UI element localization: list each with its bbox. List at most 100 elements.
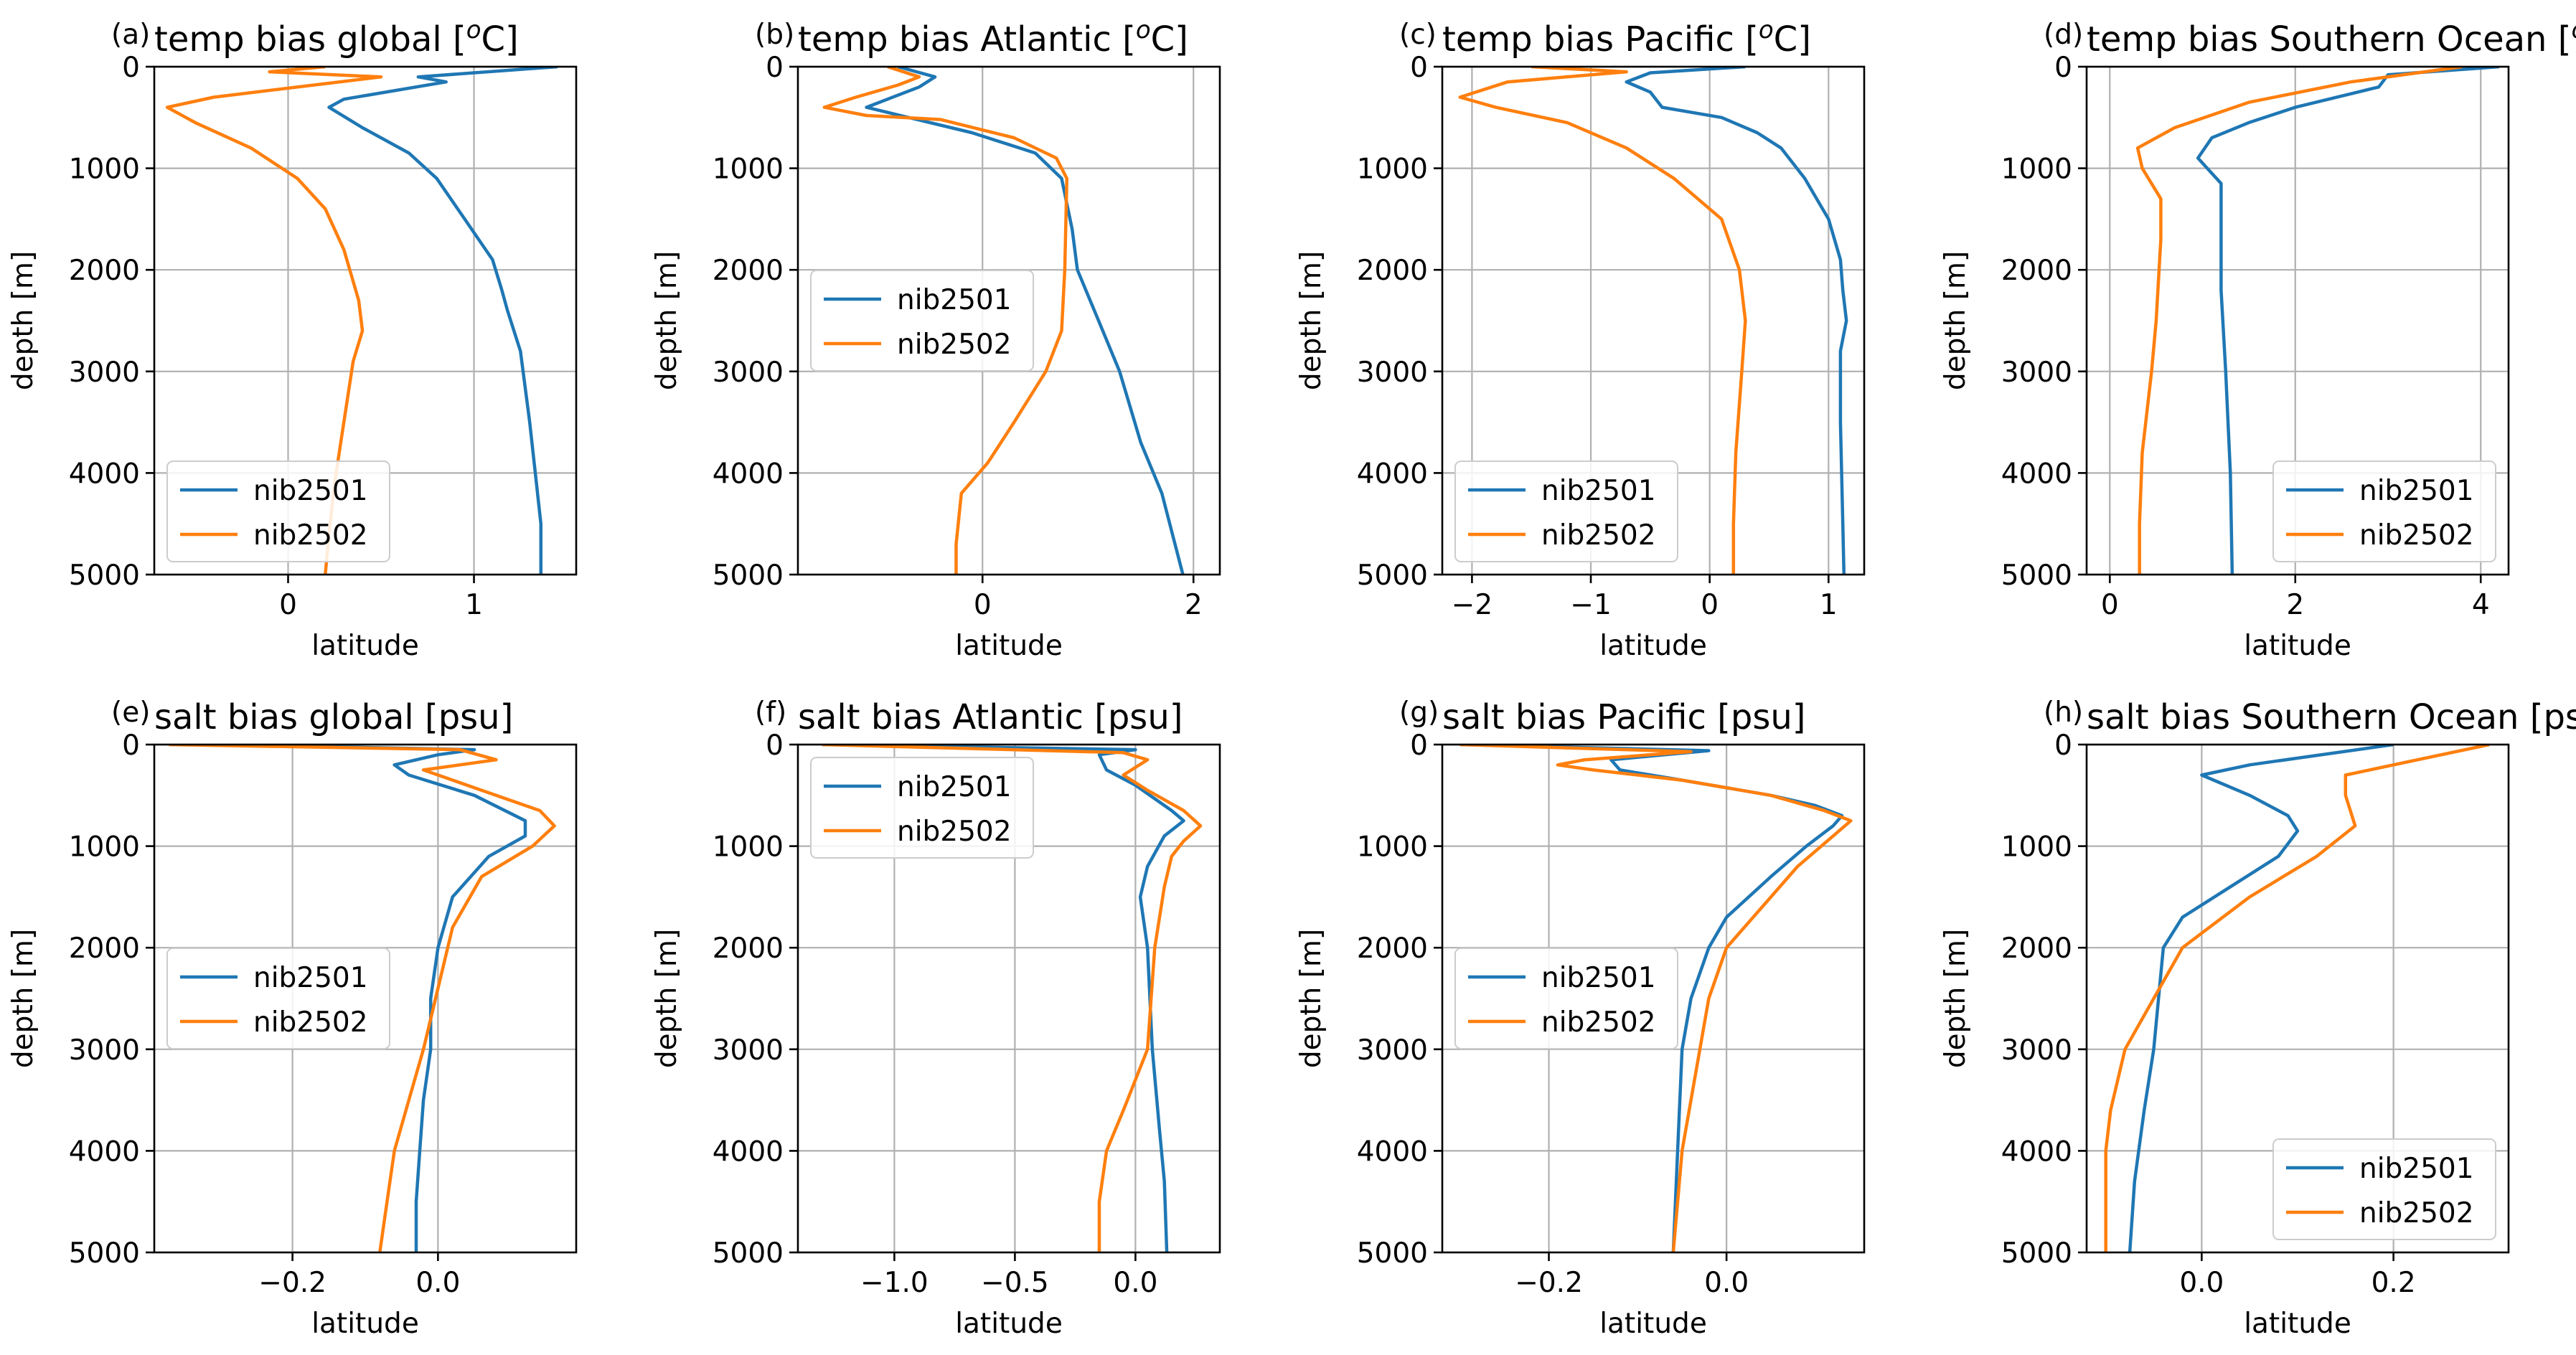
y-axis-label: depth [m] [1295, 929, 1327, 1068]
legend-box [166, 948, 390, 1049]
series-line-nib2501 [220, 745, 527, 1252]
panel-title: temp bias Pacific [oC] [1442, 16, 1811, 60]
legend: nib2501 nib2502 [1454, 461, 1678, 562]
x-tick-label: −0.2 [1515, 1267, 1583, 1299]
x-axis-label: latitude [311, 1308, 419, 1340]
axes-frame [153, 65, 578, 576]
x-tick-label: 0 [974, 589, 992, 621]
series-line-nib2502 [2135, 67, 2463, 575]
legend-box [810, 270, 1034, 372]
x-axis-label: latitude [955, 1308, 1063, 1340]
series-line-nib2501 [865, 67, 1185, 575]
x-tick-label: 0.0 [1704, 1267, 1749, 1299]
panel-letter: (h) [2044, 697, 2083, 729]
series-line-nib2502 [169, 745, 556, 1252]
y-tick-label: 3000 [2001, 1034, 2072, 1067]
series-line-nib2501 [327, 67, 558, 575]
y-tick-label: 1000 [713, 831, 784, 864]
panel-a: 0 1 0 1000 2000 3000 4000 5000 latitude depth [m]… [7, 16, 578, 662]
y-axis-label: depth [m] [7, 929, 39, 1068]
y-tick-label: 1000 [2001, 831, 2072, 864]
y-tick-label: 4000 [1357, 1136, 1428, 1168]
y-tick-label: 2000 [2001, 255, 2072, 287]
y-tick-label: 4000 [2001, 1136, 2072, 1168]
legend-label-nib2502: nib2502 [2359, 519, 2474, 552]
y-tick-label: 4000 [69, 1136, 140, 1168]
y-tick-label: 3000 [713, 1034, 784, 1067]
legend-label-nib2501: nib2501 [897, 771, 1012, 803]
y-tick-label: 1000 [69, 831, 140, 864]
panel-title: salt bias Atlantic [psu] [798, 697, 1183, 737]
y-tick-label: 4000 [69, 458, 140, 490]
y-axis-label: depth [m] [7, 251, 39, 390]
legend-label-nib2502: nib2502 [2359, 1197, 2474, 1229]
panel-e: −0.2 0.0 0 1000 2000 3000 4000 5000 latitude dept… [7, 697, 578, 1340]
y-tick-label: 4000 [1357, 458, 1428, 490]
axes-frame [1441, 743, 1866, 1254]
x-axis-label: latitude [1599, 1308, 1707, 1340]
y-tick-label: 5000 [1357, 560, 1428, 592]
series-line-nib2502 [1458, 67, 1747, 575]
y-tick-label: 3000 [2001, 357, 2072, 389]
x-tick-label: 2 [1185, 589, 1203, 621]
y-tick-label: 5000 [2001, 560, 2072, 592]
axes-frame [2085, 65, 2510, 576]
legend: nib2501 nib2502 [166, 461, 390, 562]
y-tick-label: 0 [1410, 52, 1428, 84]
panel-letter: (e) [111, 697, 150, 729]
x-axis-label: latitude [1599, 630, 1707, 662]
y-tick-label: 3000 [69, 357, 140, 389]
y-tick-label: 1000 [69, 154, 140, 186]
panel-letter: (a) [111, 19, 150, 51]
panel-f: −1.0 −0.5 0.0 0 1000 2000 3000 4000 5000 latitude… [651, 697, 1221, 1340]
panel-g: −0.2 0.0 0 1000 2000 3000 4000 5000 latitude dept… [1295, 697, 1866, 1340]
panel-c: −2 −1 0 1 0 1000 2000 3000 4000 5000 latitude depth… [1295, 16, 1866, 662]
x-tick-label: 0.0 [1113, 1267, 1157, 1299]
y-tick-label: 0 [766, 52, 784, 84]
panel-h: 0.0 0.2 0 1000 2000 3000 4000 5000 latitude depth… [1940, 697, 2576, 1340]
x-tick-label: −0.2 [258, 1267, 326, 1299]
y-tick-label: 2000 [713, 255, 784, 287]
legend: nib2501 nib2502 [1454, 948, 1678, 1049]
x-tick-label: 0.0 [2179, 1267, 2224, 1299]
legend-label-nib2502: nib2502 [897, 816, 1012, 848]
x-tick-label: −0.5 [981, 1267, 1049, 1299]
y-tick-label: 0 [2054, 52, 2072, 84]
x-tick-label: 4 [2472, 589, 2490, 621]
y-axis-label: depth [m] [1295, 251, 1327, 390]
legend: nib2501 nib2502 [2272, 1138, 2496, 1240]
series-line-nib2502 [1459, 745, 1853, 1252]
panel-title: salt bias Pacific [psu] [1442, 697, 1805, 737]
series-line-nib2501 [822, 745, 1185, 1252]
panel-title: temp bias Southern Ocean [oC] [2087, 16, 2576, 60]
y-tick-label: 2000 [1357, 933, 1428, 965]
axes-frame [796, 65, 1221, 576]
axes-frame [153, 743, 578, 1254]
y-tick-label: 1000 [1357, 154, 1428, 186]
y-tick-label: 0 [1410, 730, 1428, 762]
legend-label-nib2502: nib2502 [253, 519, 368, 552]
legend: nib2501 nib2502 [2272, 461, 2496, 562]
legend-box [1454, 461, 1678, 562]
x-tick-label: −1 [1570, 589, 1612, 621]
series-line-nib2502 [165, 67, 383, 575]
y-tick-label: 1000 [1357, 831, 1428, 864]
series-line-nib2501 [1459, 745, 1844, 1252]
legend-box [166, 461, 390, 562]
y-tick-label: 5000 [713, 560, 784, 592]
y-tick-label: 2000 [69, 255, 140, 287]
y-tick-label: 2000 [2001, 933, 2072, 965]
panel-letter: (b) [755, 19, 794, 51]
legend-label-nib2502: nib2502 [1541, 519, 1656, 552]
y-tick-label: 3000 [713, 357, 784, 389]
x-tick-label: 0.2 [2371, 1267, 2416, 1299]
x-tick-label: 2 [2286, 589, 2304, 621]
y-tick-label: 4000 [713, 1136, 784, 1168]
series-line-nib2502 [822, 67, 1069, 575]
x-axis-label: latitude [2244, 1308, 2351, 1340]
y-axis-label: depth [m] [651, 251, 683, 390]
y-tick-label: 5000 [69, 1237, 140, 1270]
y-tick-label: 1000 [713, 154, 784, 186]
y-tick-label: 4000 [2001, 458, 2072, 490]
